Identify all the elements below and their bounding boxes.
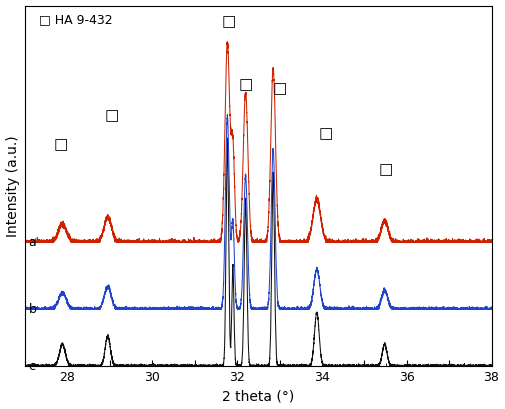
Text: c: c — [28, 360, 35, 373]
Text: □: □ — [319, 126, 333, 141]
Text: □: □ — [221, 14, 236, 29]
Text: □: □ — [238, 77, 253, 92]
Text: b: b — [28, 303, 36, 316]
X-axis label: 2 theta (°): 2 theta (°) — [222, 389, 294, 403]
Y-axis label: Intensity (a.u.): Intensity (a.u.) — [6, 135, 20, 236]
Text: □: □ — [272, 81, 287, 96]
Text: □: □ — [54, 137, 68, 152]
Text: □ HA 9-432: □ HA 9-432 — [39, 13, 113, 26]
Text: a: a — [28, 236, 36, 249]
Text: □: □ — [105, 108, 119, 123]
Text: □: □ — [378, 162, 393, 177]
